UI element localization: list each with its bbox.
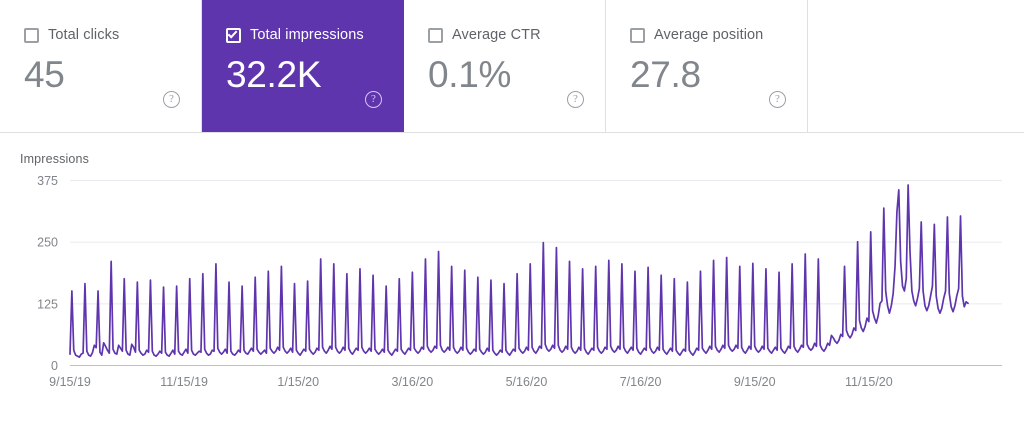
chart-title: Impressions [20, 152, 90, 166]
help-icon-total-impressions[interactable]: ? [365, 91, 382, 108]
svg-text:5/16/20: 5/16/20 [506, 375, 548, 389]
svg-text:9/15/19: 9/15/19 [49, 375, 91, 389]
metric-card-average-ctr[interactable]: Average CTR 0.1% ? [404, 0, 606, 132]
metric-value-average-ctr: 0.1% [428, 54, 512, 95]
metric-card-total-clicks[interactable]: Total clicks 45 ? [0, 0, 202, 132]
metric-value-total-impressions: 32.2K [226, 54, 322, 95]
metric-header: Total impressions [226, 26, 389, 44]
checkbox-average-position[interactable] [630, 27, 645, 43]
checkbox-total-impressions[interactable] [226, 27, 241, 43]
metric-value-total-clicks: 45 [24, 54, 65, 95]
metric-header: Total clicks [24, 26, 187, 44]
help-icon-average-position[interactable]: ? [769, 91, 786, 108]
metric-label-average-position: Average position [654, 27, 764, 43]
metric-row-filler [808, 0, 1024, 132]
svg-text:0: 0 [51, 359, 58, 373]
metric-header: Average CTR [428, 26, 591, 44]
metric-header: Average position [630, 26, 793, 44]
checkbox-total-clicks[interactable] [24, 27, 39, 43]
impressions-chart: Impressions 0 125 250 375 9/15/19 11/15/19 1/1… [0, 133, 1024, 424]
checkbox-average-ctr[interactable] [428, 27, 443, 43]
svg-text:3/16/20: 3/16/20 [392, 375, 434, 389]
svg-text:375: 375 [37, 174, 58, 188]
svg-text:9/15/20: 9/15/20 [734, 375, 776, 389]
metric-label-total-clicks: Total clicks [48, 27, 120, 43]
chart-canvas: 0 125 250 375 9/15/19 11/15/19 1/15/20 3/16/20 5… [37, 174, 1002, 389]
metric-tab-row: Total clicks 45 ? Total impressions 32.2… [0, 0, 1024, 133]
help-icon-average-ctr[interactable]: ? [567, 91, 584, 108]
metric-card-total-impressions[interactable]: Total impressions 32.2K ? [202, 0, 404, 132]
svg-text:11/15/20: 11/15/20 [845, 375, 893, 389]
svg-text:1/15/20: 1/15/20 [277, 375, 319, 389]
svg-text:250: 250 [37, 236, 58, 250]
metric-label-average-ctr: Average CTR [452, 27, 541, 43]
svg-text:7/16/20: 7/16/20 [620, 375, 662, 389]
metric-value-average-position: 27.8 [630, 54, 701, 95]
svg-text:11/15/19: 11/15/19 [160, 375, 208, 389]
svg-text:125: 125 [37, 297, 58, 311]
metric-label-total-impressions: Total impressions [250, 27, 364, 43]
metric-card-average-position[interactable]: Average position 27.8 ? [606, 0, 808, 132]
help-icon-total-clicks[interactable]: ? [163, 91, 180, 108]
